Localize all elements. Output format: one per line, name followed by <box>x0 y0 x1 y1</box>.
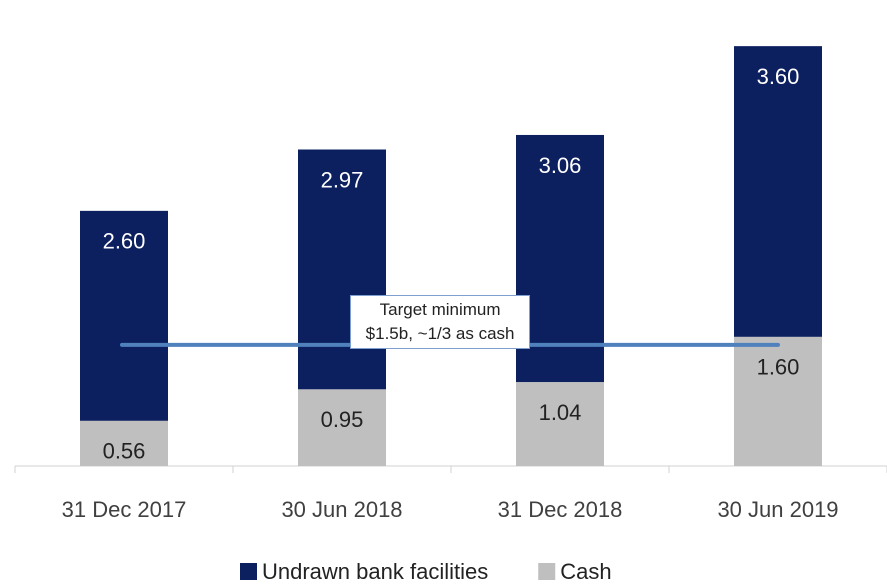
x-tick-label: 30 Jun 2019 <box>717 497 838 522</box>
bar-segment <box>734 336 822 466</box>
bar-segment <box>516 134 604 383</box>
legend-label: Cash <box>560 559 611 584</box>
legend-swatch <box>240 563 257 580</box>
x-tick-label: 30 Jun 2018 <box>281 497 402 522</box>
data-label: 0.56 <box>103 439 146 464</box>
data-label: 2.97 <box>321 167 364 192</box>
annotation: Target minimum $1.5b, ~1/3 as cash <box>350 294 531 349</box>
data-label: 3.60 <box>757 64 800 89</box>
bar-segment <box>298 389 386 466</box>
data-label: 1.60 <box>757 355 800 380</box>
x-tick-label: 31 Dec 2017 <box>62 497 187 522</box>
legend-swatch <box>538 563 556 580</box>
x-tick-label: 31 Dec 2018 <box>498 497 623 522</box>
bar-segment <box>734 46 822 337</box>
data-label: 1.04 <box>539 400 582 425</box>
bar-segment <box>80 420 168 466</box>
data-label: 2.60 <box>103 229 146 254</box>
bar-segment <box>80 210 168 421</box>
bar-segment <box>516 382 604 466</box>
data-label: 0.95 <box>321 407 364 432</box>
legend-label: Undrawn bank facilities <box>262 559 488 584</box>
bar-segment <box>298 149 386 390</box>
data-label: 3.06 <box>539 153 582 178</box>
